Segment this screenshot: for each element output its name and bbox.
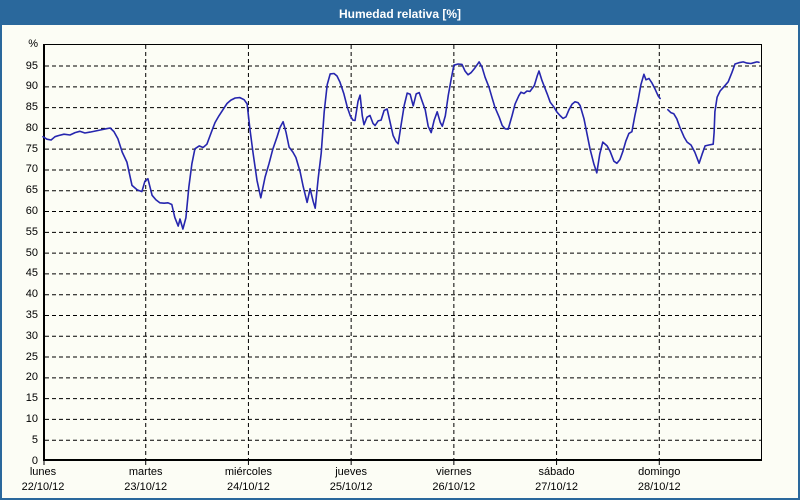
y-axis-label-5: 5: [31, 433, 38, 446]
y-axis-label-55: 55: [25, 225, 38, 238]
y-axis-label-35: 35: [25, 308, 38, 321]
x-axis-date-label-viernes: 26/10/12: [432, 481, 476, 493]
x-axis-date-label-jueves: 25/10/12: [329, 481, 373, 493]
humidity-line-segment-2: [666, 61, 760, 165]
y-axis-label-40: 40: [25, 288, 38, 301]
y-axis-label-70: 70: [25, 163, 38, 176]
x-axis-date-label-martes: 23/10/12: [124, 481, 168, 493]
y-axis-label-90: 90: [25, 80, 38, 93]
y-axis-label-0: 0: [31, 454, 38, 467]
y-axis-label-85: 85: [25, 101, 38, 114]
y-axis-label-30: 30: [25, 329, 38, 342]
x-axis-date-label-domingo: 28/10/12: [637, 481, 681, 493]
y-axis-label-65: 65: [25, 184, 38, 197]
x-axis-day-label-martes: martes: [128, 466, 163, 478]
humidity-line-segment-1: [42, 61, 661, 230]
x-axis-date-label-lunes: 22/10/12: [21, 481, 65, 493]
x-axis-date-label-sábado: 27/10/12: [535, 481, 578, 493]
humidity-chart-svg: [42, 44, 762, 465]
x-axis-date-label-miércoles: 24/10/12: [227, 481, 270, 493]
y-axis-label-15: 15: [25, 392, 38, 405]
y-axis-label-50: 50: [25, 246, 38, 259]
x-axis-day-label-jueves: jueves: [335, 466, 368, 478]
y-axis-label-10: 10: [25, 412, 38, 425]
x-axis-day-label-domingo: domingo: [638, 466, 681, 478]
y-axis-label-20: 20: [25, 371, 38, 384]
y-axis-label-60: 60: [25, 205, 38, 218]
y-axis-label-75: 75: [25, 142, 38, 155]
title-bar: Humedad relativa [%]: [2, 2, 798, 25]
x-axis-day-label-lunes: lunes: [29, 466, 57, 478]
x-axis-day-label-viernes: viernes: [436, 466, 472, 478]
x-axis-day-label-sábado: sábado: [538, 466, 575, 478]
y-axis-label-45: 45: [25, 267, 38, 280]
x-axis-day-label-miércoles: miércoles: [224, 466, 272, 478]
chart-title: Humedad relativa [%]: [338, 6, 462, 21]
y-axis-label-80: 80: [25, 121, 38, 134]
y-axis-label-25: 25: [25, 350, 38, 363]
y-axis-label-95: 95: [25, 59, 38, 72]
y-axis-unit-label: %: [28, 38, 38, 50]
